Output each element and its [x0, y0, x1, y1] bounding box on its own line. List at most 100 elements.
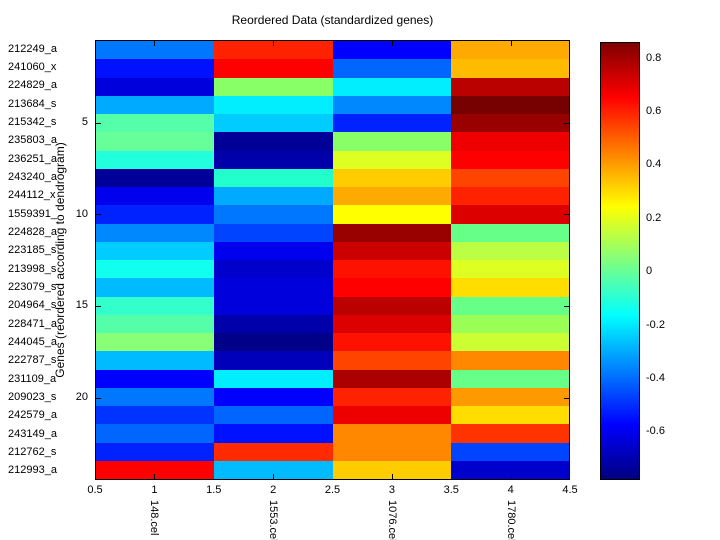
heatmap-cell — [450, 241, 569, 260]
x-tick-label: 1.5 — [206, 484, 222, 496]
heatmap-cell — [96, 442, 215, 461]
colorbar — [600, 42, 640, 480]
y-tick-label: 15 — [75, 299, 88, 312]
heatmap-cell — [96, 77, 215, 96]
axis-tick — [510, 41, 512, 46]
heatmap-cell — [214, 333, 333, 352]
heatmap-cell — [214, 77, 333, 96]
x-tick-label: 3 — [388, 484, 395, 496]
axis-tick — [154, 474, 156, 479]
y-tick-label: 20 — [75, 391, 88, 403]
heatmap-cell — [332, 114, 451, 133]
gene-label: 204964_s — [8, 299, 57, 312]
heatmap-cell — [214, 95, 333, 114]
heatmap-cell — [332, 442, 451, 461]
axis-tick — [564, 397, 569, 399]
heatmap-cell — [450, 424, 569, 443]
heatmap-cell — [332, 150, 451, 169]
gene-label: 223185_s — [8, 244, 57, 257]
heatmap-cell — [96, 59, 215, 78]
heatmap-cell — [96, 150, 215, 169]
heatmap-cell — [332, 95, 451, 114]
axis-tick — [510, 474, 512, 479]
x-tick-label: 2.5 — [324, 484, 341, 496]
sample-label: 1076.cel — [385, 500, 398, 540]
heatmap-cell — [214, 223, 333, 242]
heatmap-cell — [96, 168, 215, 187]
heatmap-cell — [214, 241, 333, 260]
heatmap-cell — [214, 296, 333, 315]
gene-label: 213684_s — [8, 97, 57, 110]
axis-tick — [96, 397, 101, 399]
heatmap-cell — [332, 387, 451, 406]
heatmap-cell — [214, 387, 333, 406]
heatmap-cell — [96, 333, 215, 352]
axis-tick — [391, 41, 393, 46]
heatmap-cell — [96, 424, 215, 443]
heatmap-cell — [450, 406, 569, 425]
gene-label: 222787_s — [8, 354, 57, 367]
heatmap-cell — [450, 314, 569, 333]
gene-label: 224828_a — [8, 226, 57, 238]
heatmap-cell — [96, 41, 215, 60]
heatmap-cell — [214, 132, 333, 151]
x-tick-label: 4.5 — [562, 484, 578, 496]
gene-label: 231109_a — [8, 372, 57, 385]
heatmap-cell — [450, 187, 569, 206]
axis-tick — [564, 122, 569, 124]
gene-label: 213998_s — [8, 262, 57, 275]
axis-tick — [154, 41, 156, 46]
heatmap-cell — [332, 168, 451, 187]
gene-label: 235803_a — [8, 134, 57, 147]
gene-label: 236251_a — [8, 152, 57, 165]
heatmap-cell — [450, 132, 569, 151]
heatmap-cell — [214, 369, 333, 388]
y-tick-label: 5 — [81, 116, 88, 128]
heatmap-cell — [214, 59, 333, 78]
axis-tick — [273, 474, 275, 479]
heatmap-cell — [450, 41, 569, 60]
heatmap-cell — [450, 333, 569, 352]
heatmap-cell — [96, 460, 215, 479]
heatmap-cell — [214, 260, 333, 279]
heatmap-cell — [96, 114, 215, 133]
gene-label: 243149_a — [8, 427, 57, 440]
colorbar-tick-label: -0.2 — [646, 318, 665, 331]
heatmap-cell — [332, 351, 451, 370]
heatmap-cell — [332, 460, 451, 479]
x-tick-label: 1 — [151, 484, 158, 496]
sample-label: 1780.cel — [504, 500, 517, 540]
heatmap-cell — [332, 223, 451, 242]
heatmap-cell — [96, 387, 215, 406]
heatmap-cell — [96, 406, 215, 425]
x-tick-label: 3.5 — [443, 484, 459, 496]
gene-label: 212762_s — [8, 446, 57, 458]
axis-tick — [564, 214, 569, 216]
gene-label: 243240_a — [8, 171, 57, 183]
heatmap-cell — [332, 59, 451, 78]
sample-label: 1553.cel — [267, 500, 280, 540]
heatmap-cell — [214, 278, 333, 297]
sample-label: 148.cel — [148, 500, 161, 536]
heatmap-cell — [214, 442, 333, 461]
gene-label: 223079_s — [8, 281, 57, 293]
heatmap-cell — [332, 241, 451, 260]
heatmap-cell — [332, 314, 451, 333]
heatmap-cell — [450, 95, 569, 114]
heatmap-cell — [96, 241, 215, 260]
gene-label: 209023_s — [8, 391, 57, 403]
heatmap-cell — [450, 150, 569, 169]
heatmap-cell — [332, 260, 451, 279]
heatmap-cell — [332, 41, 451, 60]
heatmap-cell — [332, 132, 451, 151]
heatmap-cell — [450, 369, 569, 388]
heatmap-cell — [450, 278, 569, 297]
colorbar-tick-label: -0.4 — [646, 372, 665, 384]
heatmap-cell — [96, 278, 215, 297]
heatmap-cell — [214, 114, 333, 133]
heatmap-cell — [214, 150, 333, 169]
heatmap-cell — [450, 460, 569, 479]
heatmap-cell — [96, 351, 215, 370]
heatmap-cell — [450, 442, 569, 461]
